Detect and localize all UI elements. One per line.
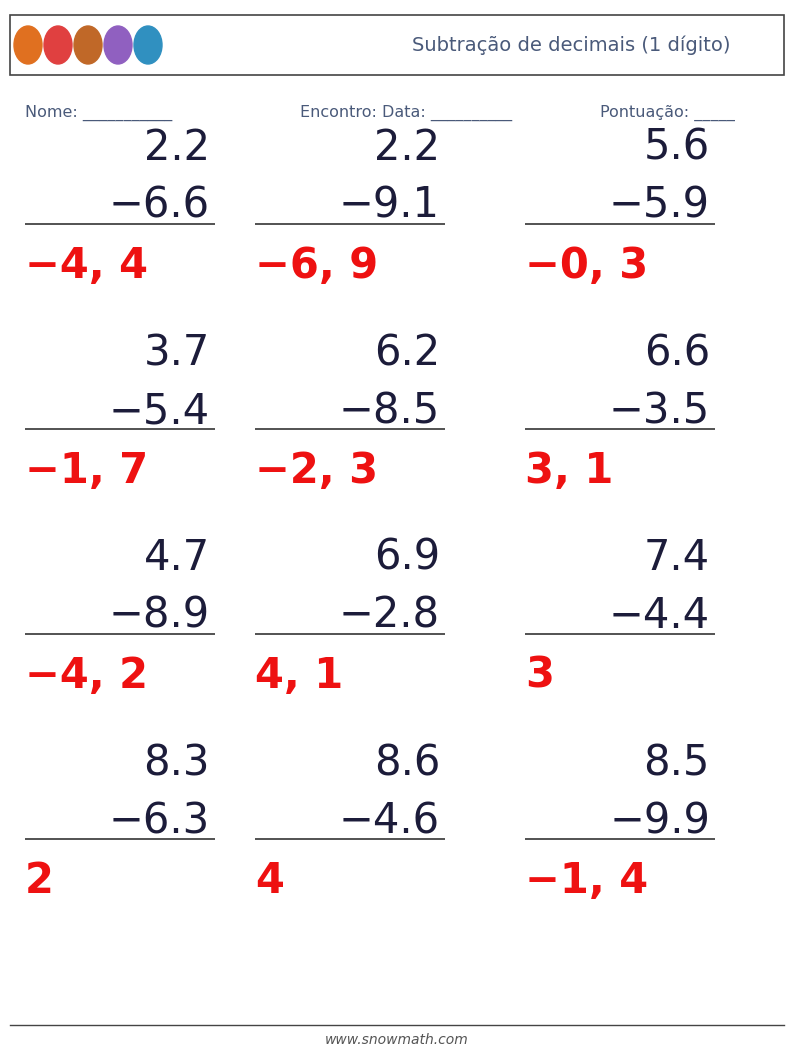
Text: 6.6: 6.6 bbox=[644, 332, 710, 374]
Text: Nome: ___________: Nome: ___________ bbox=[25, 105, 172, 121]
Text: −4.6: −4.6 bbox=[339, 800, 440, 842]
Text: −5.4: −5.4 bbox=[109, 390, 210, 432]
Ellipse shape bbox=[134, 26, 162, 64]
Text: www.snowmath.com: www.snowmath.com bbox=[325, 1033, 469, 1047]
Text: −4, 2: −4, 2 bbox=[25, 655, 148, 697]
Text: −6.6: −6.6 bbox=[109, 185, 210, 227]
Text: −9.1: −9.1 bbox=[339, 185, 440, 227]
Text: −3.5: −3.5 bbox=[609, 390, 710, 432]
Text: 2.2: 2.2 bbox=[374, 127, 440, 168]
Text: −2.8: −2.8 bbox=[339, 595, 440, 637]
Text: −8.9: −8.9 bbox=[109, 595, 210, 637]
Text: −5.9: −5.9 bbox=[609, 185, 710, 227]
Ellipse shape bbox=[14, 26, 42, 64]
Ellipse shape bbox=[104, 26, 132, 64]
Ellipse shape bbox=[44, 26, 72, 64]
Text: 6.2: 6.2 bbox=[374, 332, 440, 374]
Text: −4.4: −4.4 bbox=[609, 595, 710, 637]
Text: Encontro: Data: __________: Encontro: Data: __________ bbox=[300, 105, 512, 121]
Text: 4.7: 4.7 bbox=[144, 537, 210, 579]
Text: −2, 3: −2, 3 bbox=[255, 450, 378, 492]
Text: Pontuação: _____: Pontuação: _____ bbox=[600, 105, 735, 121]
Text: 3.7: 3.7 bbox=[144, 332, 210, 374]
Text: −9.9: −9.9 bbox=[609, 800, 710, 842]
Bar bbox=[10, 15, 784, 75]
Text: 2.2: 2.2 bbox=[144, 127, 210, 168]
Text: −6, 9: −6, 9 bbox=[255, 245, 378, 287]
Text: −1, 4: −1, 4 bbox=[525, 860, 648, 902]
Text: 4, 1: 4, 1 bbox=[255, 655, 343, 697]
Text: 5.6: 5.6 bbox=[644, 127, 710, 168]
Text: Subtração de decimais (1 dígito): Subtração de decimais (1 dígito) bbox=[412, 35, 731, 55]
Text: −4, 4: −4, 4 bbox=[25, 245, 148, 287]
Text: 8.6: 8.6 bbox=[374, 742, 440, 784]
Text: 8.5: 8.5 bbox=[644, 742, 710, 784]
Text: −1, 7: −1, 7 bbox=[25, 450, 148, 492]
Text: −8.5: −8.5 bbox=[339, 390, 440, 432]
Text: −0, 3: −0, 3 bbox=[525, 245, 648, 287]
Ellipse shape bbox=[74, 26, 102, 64]
Text: 7.4: 7.4 bbox=[644, 537, 710, 579]
Text: 8.3: 8.3 bbox=[144, 742, 210, 784]
Text: 4: 4 bbox=[255, 860, 284, 902]
Text: 6.9: 6.9 bbox=[374, 537, 440, 579]
Text: 3, 1: 3, 1 bbox=[525, 450, 614, 492]
Text: 3: 3 bbox=[525, 655, 554, 697]
Text: 2: 2 bbox=[25, 860, 54, 902]
Text: −6.3: −6.3 bbox=[109, 800, 210, 842]
